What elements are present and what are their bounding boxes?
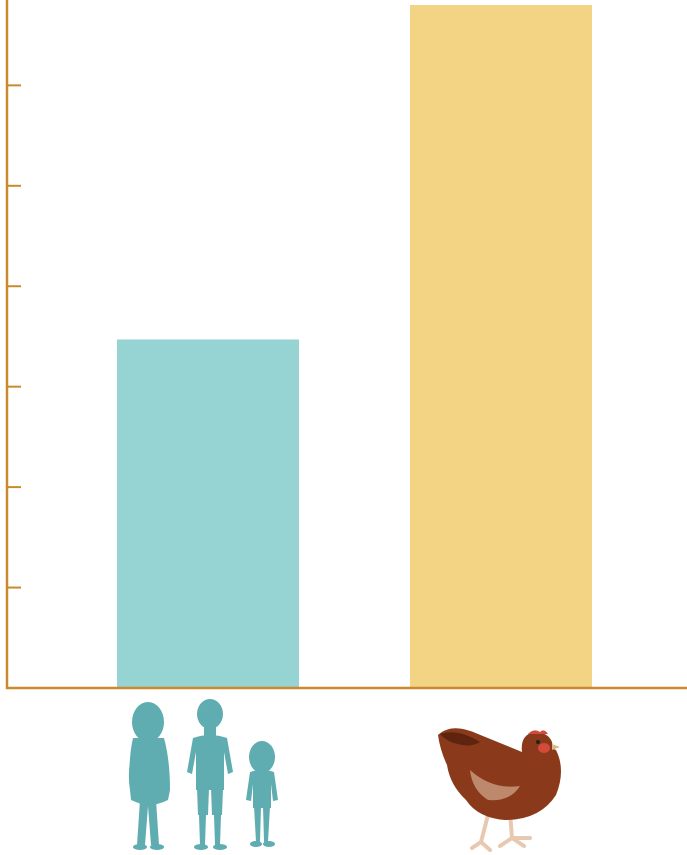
bar-people [117,339,299,688]
bar-chicken [410,5,592,688]
axes-group [5,0,687,690]
bars-group [117,5,592,688]
category-icons [128,699,561,852]
family-silhouette-icon [128,699,278,850]
hen-icon [438,728,561,852]
